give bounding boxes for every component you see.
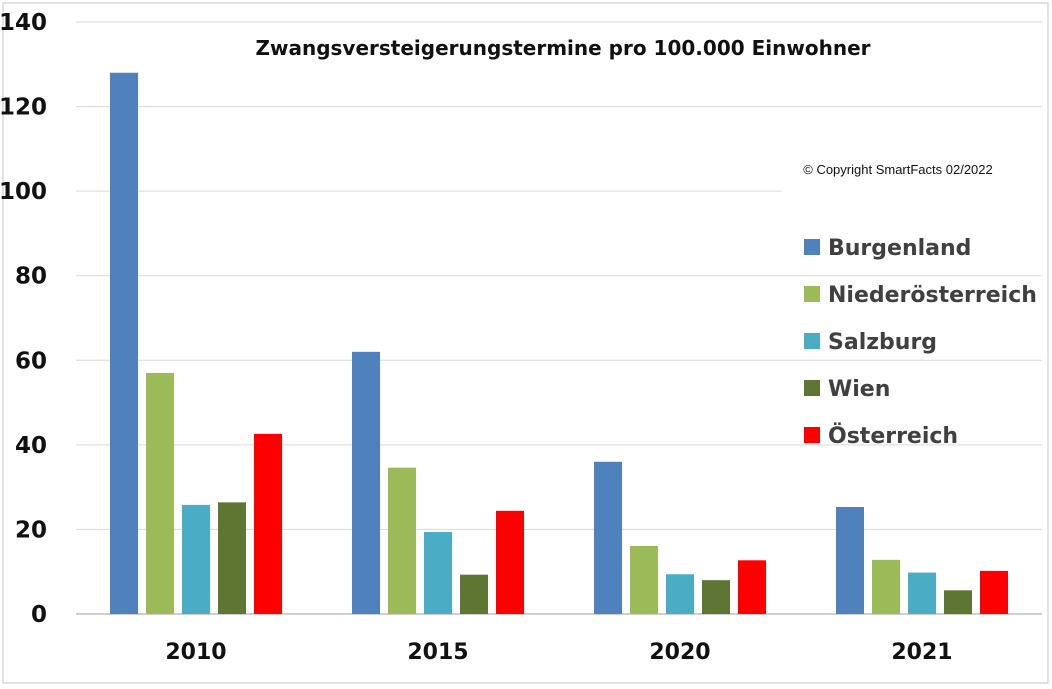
y-tick-label: 140 [0, 10, 47, 36]
y-tick-label: 40 [15, 433, 47, 459]
bar [110, 72, 138, 614]
legend-label: Burgenland [828, 236, 971, 261]
legend: Burgenland Niederösterreich Salzburg Wien Ös… [804, 236, 1037, 449]
y-tick-label: 0 [31, 602, 47, 628]
legend-label: Wien [828, 377, 890, 402]
bar [388, 467, 416, 614]
legend-label: Österreich [828, 423, 958, 449]
bar [872, 559, 900, 614]
x-axis-ticks: 2010 2015 2020 2021 [165, 640, 952, 665]
y-tick-label: 60 [15, 348, 47, 374]
copyright-note: © Copyright SmartFacts 02/2022 [803, 162, 993, 177]
legend-label: Niederösterreich [828, 283, 1037, 308]
y-axis-ticks: 0 20 40 60 80 100 120 140 [0, 10, 47, 628]
bar [218, 502, 246, 614]
y-tick-label: 20 [15, 517, 47, 543]
x-tick-label: 2020 [649, 640, 710, 665]
bar [908, 572, 936, 614]
x-tick-label: 2021 [891, 640, 952, 665]
legend-swatch [804, 286, 820, 302]
bar [980, 570, 1008, 614]
bars [110, 72, 1008, 614]
legend-swatch [804, 380, 820, 396]
bar [594, 461, 622, 614]
bar [352, 351, 380, 614]
legend-swatch [804, 239, 820, 255]
y-tick-label: 120 [0, 95, 47, 121]
chart-title: Zwangsversteigerungstermine pro 100.000 … [256, 36, 871, 60]
bar [944, 590, 972, 614]
bar [254, 433, 282, 614]
bar [146, 372, 174, 614]
y-tick-label: 100 [0, 179, 47, 205]
bar [182, 504, 210, 614]
x-tick-label: 2010 [165, 640, 226, 665]
bar [666, 574, 694, 614]
bar [496, 510, 524, 614]
bar [702, 580, 730, 614]
bar [836, 507, 864, 614]
y-tick-label: 80 [15, 264, 47, 290]
legend-swatch [804, 333, 820, 349]
copyright-box [782, 148, 1046, 192]
bar [630, 545, 658, 614]
bar [460, 574, 488, 614]
bar [738, 560, 766, 614]
x-tick-label: 2015 [407, 640, 468, 665]
legend-swatch [804, 427, 820, 443]
legend-label: Salzburg [828, 330, 937, 355]
bar [424, 531, 452, 614]
